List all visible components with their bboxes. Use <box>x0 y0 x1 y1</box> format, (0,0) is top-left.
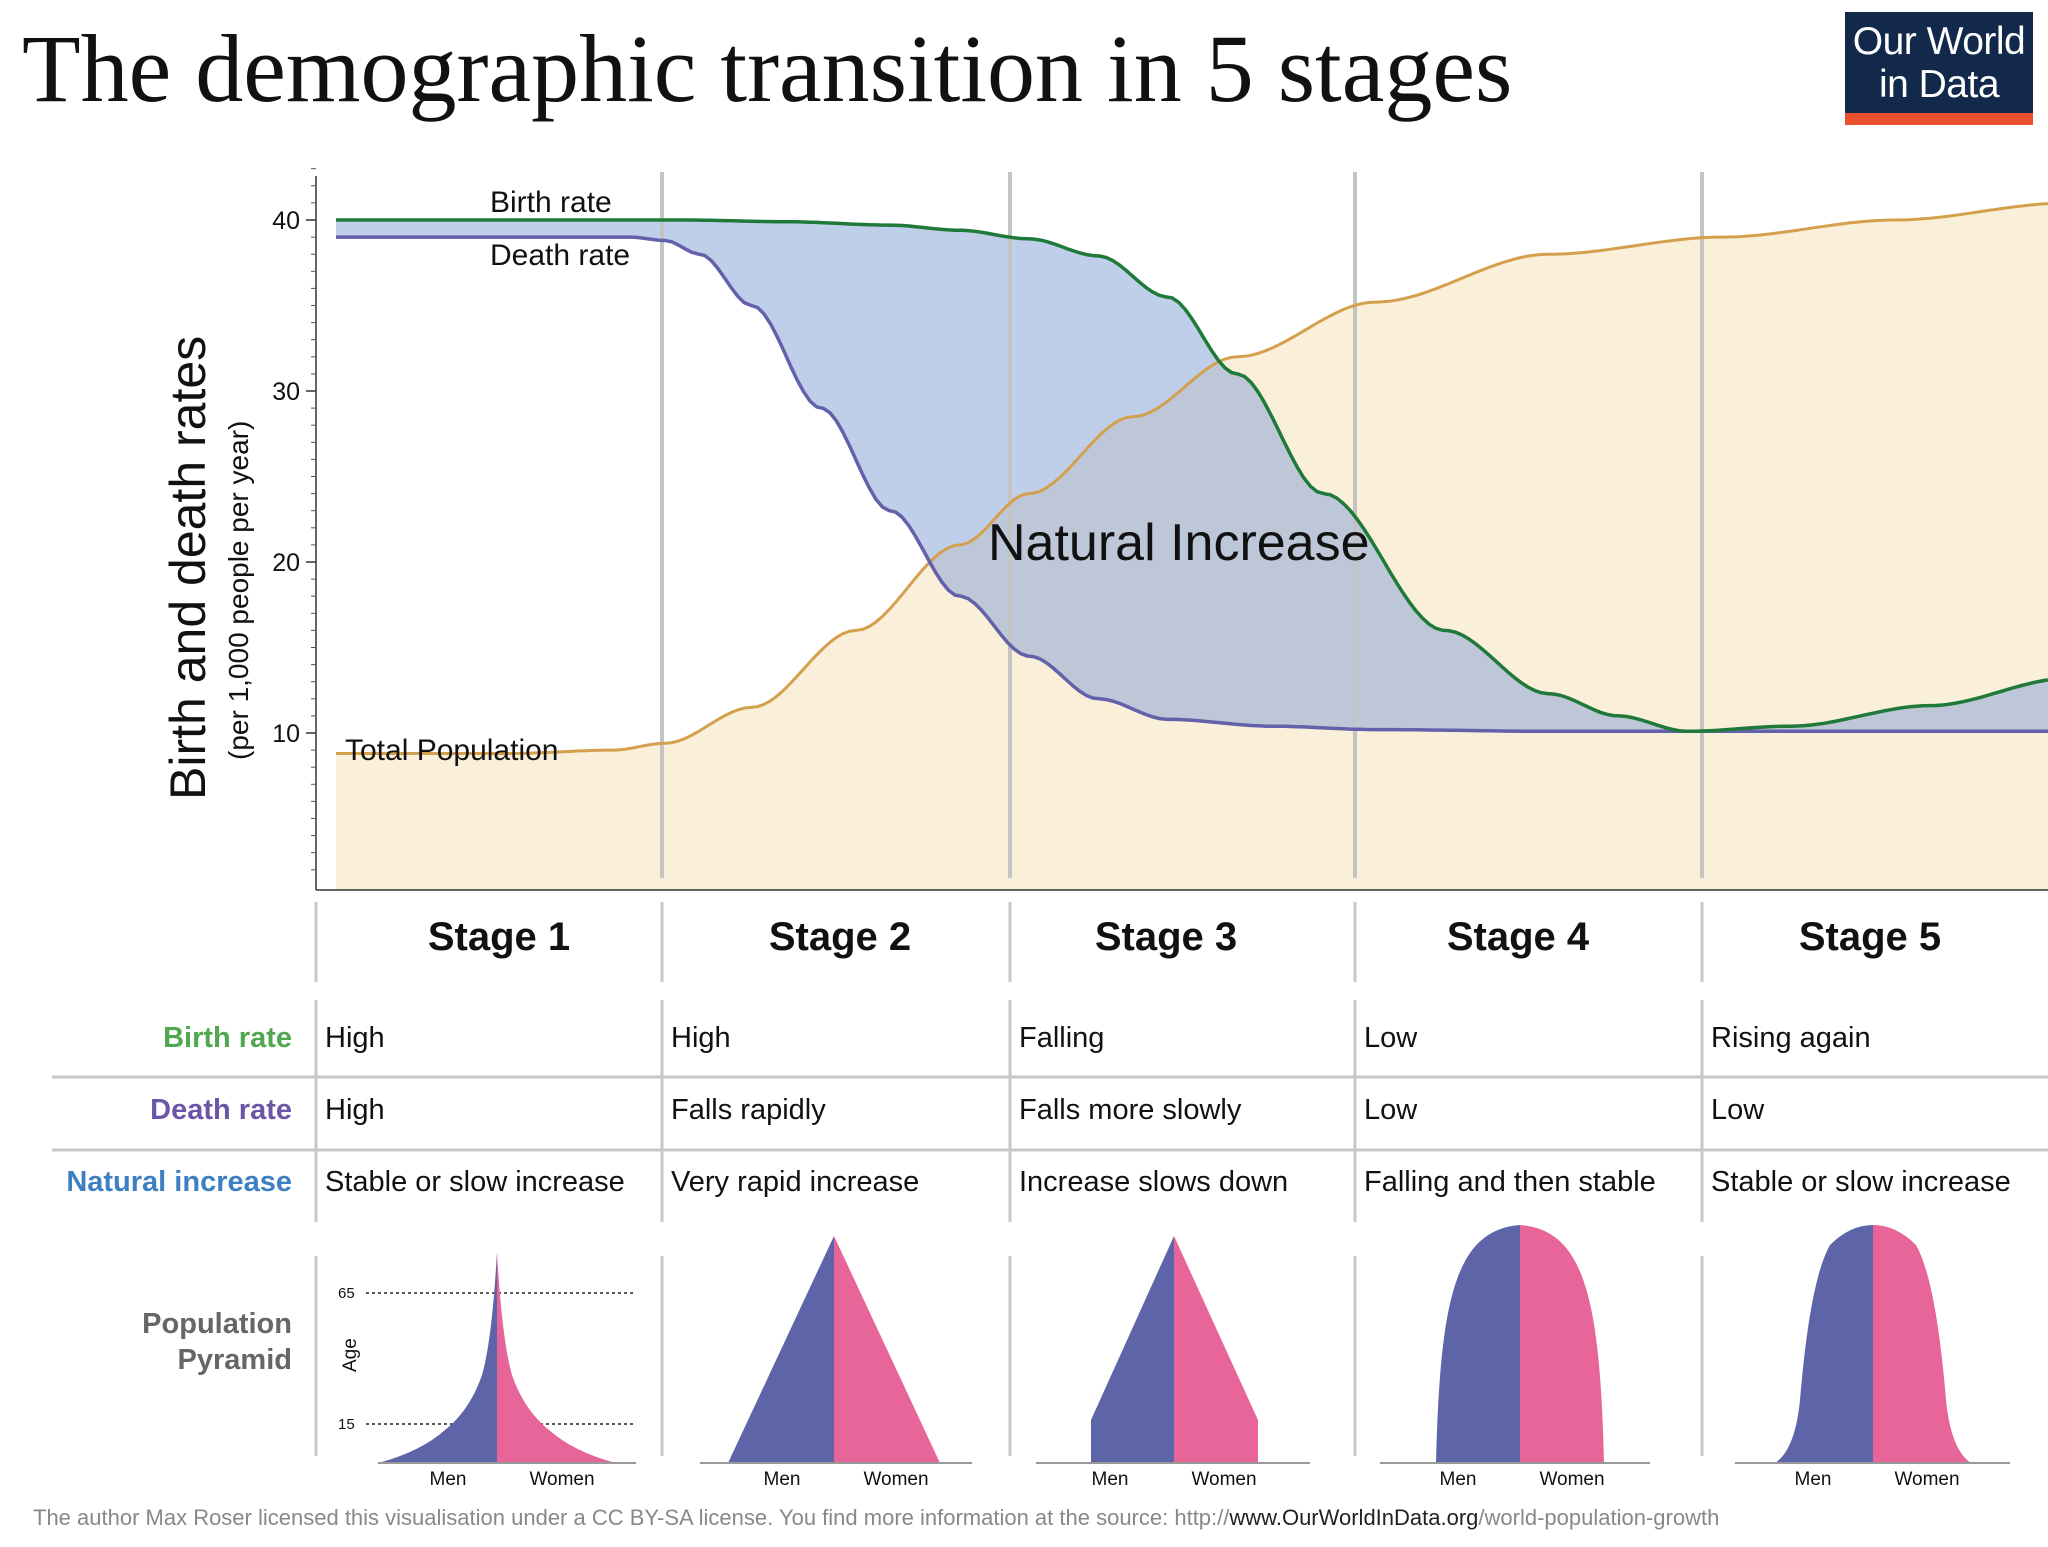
table-cell: High <box>671 1022 731 1054</box>
y-axis-title: Birth and death rates <box>160 336 216 800</box>
y-tick-label: 30 <box>272 378 300 406</box>
table-cell: Falling <box>1019 1022 1104 1054</box>
footer-credit: The author Max Roser licensed this visua… <box>33 1505 1719 1531</box>
table-cell: Increase slows down <box>1019 1166 1288 1198</box>
row-label-population-pyramid-2: Pyramid <box>178 1344 292 1376</box>
age-15-tick: 15 <box>338 1416 355 1433</box>
stage-2-header: Stage 2 <box>769 915 911 959</box>
footer-prefix: The author Max Roser licensed this visua… <box>33 1505 1230 1530</box>
pyramid-men <box>1436 1225 1520 1463</box>
table-cell: Stable or slow increase <box>1711 1166 2011 1198</box>
row-label-natural-increase: Natural increase <box>66 1166 292 1198</box>
birth-rate-series-label: Birth rate <box>490 186 612 219</box>
owid-logo-line1: Our World <box>1852 20 2026 63</box>
footer-path: /world-population-growth <box>1478 1505 1720 1530</box>
pyramid-women <box>834 1236 940 1463</box>
table-cell: Falls more slowly <box>1019 1094 1242 1126</box>
owid-logo-strip <box>1845 113 2033 125</box>
pyramid-women <box>1174 1236 1258 1463</box>
men-label: Men <box>1092 1469 1129 1490</box>
pyramid-women <box>1520 1225 1604 1463</box>
population-series-label: Total Population <box>345 734 559 767</box>
population-line <box>336 202 2048 755</box>
women-label: Women <box>863 1469 928 1490</box>
stage-3-header: Stage 3 <box>1095 915 1237 959</box>
owid-logo[interactable]: Our World in Data <box>1845 12 2033 125</box>
women-label: Women <box>1191 1469 1256 1490</box>
page-title: The demographic transition in 5 stages <box>22 15 1513 122</box>
pyramid-women <box>1873 1225 1971 1463</box>
pyramid-stage-4: Men Women <box>1380 1225 1650 1490</box>
natural-increase-area <box>336 220 2048 732</box>
table-vertical-dividers <box>314 902 1704 1456</box>
table-cell: Stable or slow increase <box>325 1166 625 1198</box>
table-cell: High <box>325 1094 385 1126</box>
women-label: Women <box>529 1469 594 1490</box>
stage-4-header: Stage 4 <box>1447 915 1590 959</box>
men-label: Men <box>1795 1469 1832 1490</box>
pyramid-women <box>497 1252 616 1463</box>
men-label: Men <box>430 1469 467 1490</box>
y-tick-label: 10 <box>272 720 300 748</box>
pyramid-stage-2: Men Women <box>700 1236 972 1490</box>
women-label: Women <box>1539 1469 1604 1490</box>
y-axis-major-ticks: 10 20 30 40 <box>272 207 316 748</box>
y-axis-subtitle: (per 1,000 people per year) <box>223 421 254 760</box>
table-cell: Very rapid increase <box>671 1166 919 1198</box>
table-cell: Falling and then stable <box>1364 1166 1656 1198</box>
table-cell: High <box>325 1022 385 1054</box>
birth-rate-line <box>336 218 2048 734</box>
death-rate-line <box>336 235 2048 734</box>
natural-increase-label: Natural Increase <box>988 514 1370 572</box>
pyramid-men <box>728 1236 834 1463</box>
men-label: Men <box>764 1469 801 1490</box>
women-label: Women <box>1894 1469 1959 1490</box>
pyramid-men <box>1091 1236 1174 1463</box>
pyramid-stage-5: Men Women <box>1735 1225 2010 1490</box>
stage-1-header: Stage 1 <box>428 915 570 959</box>
table-cell: Low <box>1364 1022 1418 1054</box>
footer-link[interactable]: www.OurWorldInData.org <box>1229 1505 1479 1530</box>
stage-5-header: Stage 5 <box>1799 915 1941 959</box>
y-tick-label: 20 <box>272 549 300 577</box>
owid-logo-line2: in Data <box>1878 63 2000 106</box>
men-label: Men <box>1440 1469 1477 1490</box>
owid-logo-box: Our World in Data <box>1845 12 2033 113</box>
row-label-birth-rate: Birth rate <box>163 1022 292 1054</box>
pyramid-stage-1: 65 15 Age Men Women <box>338 1252 636 1490</box>
death-rate-series-label: Death rate <box>490 239 630 272</box>
age-axis-label: Age <box>340 1338 361 1372</box>
table-cell: Low <box>1711 1094 1765 1126</box>
y-tick-label: 40 <box>272 207 300 235</box>
pyramid-stage-3: Men Women <box>1036 1236 1310 1490</box>
table-cell: Low <box>1364 1094 1418 1126</box>
pyramid-men <box>378 1252 497 1463</box>
pyramid-men <box>1775 1225 1873 1463</box>
age-65-tick: 65 <box>338 1285 355 1302</box>
table-cell: Falls rapidly <box>671 1094 826 1126</box>
table-cell: Rising again <box>1711 1022 1871 1054</box>
row-label-death-rate: Death rate <box>150 1094 292 1126</box>
row-label-population-pyramid-1: Population <box>142 1308 292 1340</box>
